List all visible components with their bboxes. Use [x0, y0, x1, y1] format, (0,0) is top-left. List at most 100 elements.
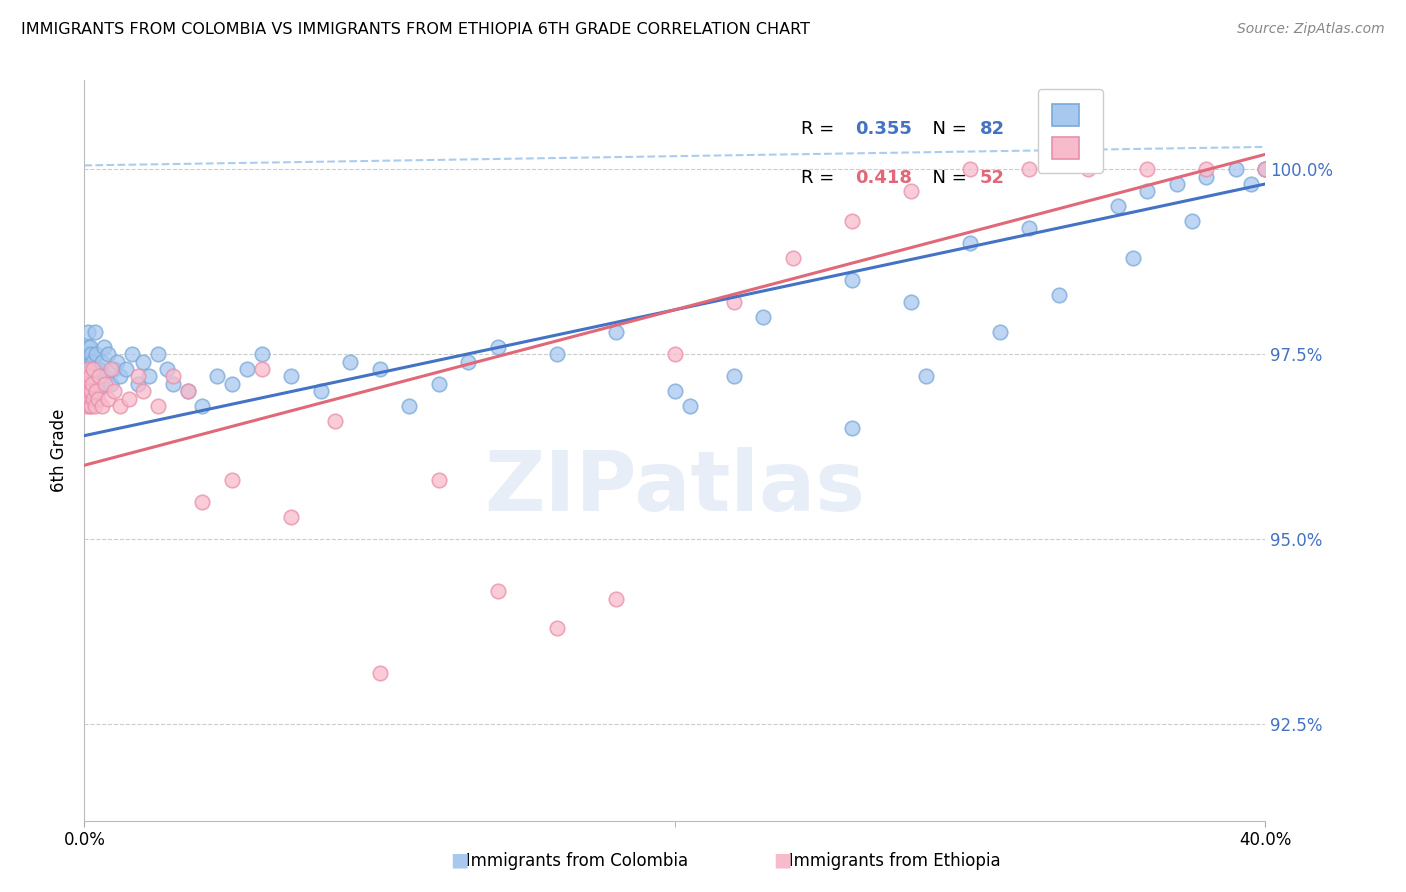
- Point: [83, 369, 105, 384]
- Point: [77, 325, 100, 339]
- Point: [75, 384, 97, 399]
- Point: [782, 251, 804, 265]
- Point: [1018, 162, 1040, 177]
- Point: [76, 399, 98, 413]
- Point: [752, 310, 775, 325]
- Point: [679, 399, 702, 413]
- Point: [103, 384, 125, 399]
- Point: [486, 584, 509, 599]
- Point: [1077, 162, 1099, 177]
- Point: [427, 376, 450, 391]
- Point: [138, 369, 160, 384]
- Point: [76, 340, 98, 354]
- Text: ZIPatlas: ZIPatlas: [485, 447, 865, 528]
- Point: [546, 347, 568, 361]
- Point: [605, 325, 627, 339]
- Point: [1195, 162, 1218, 177]
- Point: [398, 399, 420, 413]
- Point: [162, 376, 184, 391]
- Point: [80, 384, 103, 399]
- Point: [75, 362, 97, 376]
- Point: [83, 325, 105, 339]
- Point: [915, 369, 938, 384]
- Point: [100, 376, 122, 391]
- Point: [250, 362, 273, 376]
- Point: [80, 347, 103, 361]
- Point: [250, 347, 273, 361]
- Text: Immigrants from Colombia: Immigrants from Colombia: [450, 852, 688, 870]
- Point: [723, 295, 745, 310]
- Text: Source: ZipAtlas.com: Source: ZipAtlas.com: [1237, 22, 1385, 37]
- Point: [1181, 214, 1204, 228]
- Point: [191, 399, 214, 413]
- Point: [94, 376, 117, 391]
- Point: [1136, 185, 1159, 199]
- Point: [148, 399, 170, 413]
- Point: [121, 347, 143, 361]
- Text: R =: R =: [801, 120, 841, 138]
- Point: [86, 392, 108, 406]
- Text: 0.418: 0.418: [855, 169, 912, 187]
- Point: [80, 399, 103, 413]
- Point: [79, 369, 101, 384]
- Point: [1254, 162, 1277, 177]
- Point: [77, 354, 100, 368]
- Point: [76, 354, 98, 368]
- Point: [77, 392, 100, 406]
- Y-axis label: 6th Grade: 6th Grade: [51, 409, 69, 492]
- Legend: , : ,: [1038, 89, 1102, 173]
- Point: [132, 354, 155, 368]
- Point: [82, 362, 104, 376]
- Point: [368, 665, 391, 680]
- Point: [427, 473, 450, 487]
- Point: [105, 354, 128, 368]
- Point: [605, 591, 627, 606]
- Point: [368, 362, 391, 376]
- Point: [1225, 162, 1247, 177]
- Point: [900, 295, 922, 310]
- Point: [127, 369, 149, 384]
- Point: [103, 362, 125, 376]
- Point: [148, 347, 170, 361]
- Point: [221, 473, 243, 487]
- Point: [76, 347, 98, 361]
- Point: [84, 384, 107, 399]
- Text: IMMIGRANTS FROM COLOMBIA VS IMMIGRANTS FROM ETHIOPIA 6TH GRADE CORRELATION CHART: IMMIGRANTS FROM COLOMBIA VS IMMIGRANTS F…: [21, 22, 810, 37]
- Point: [77, 376, 100, 391]
- Point: [177, 384, 200, 399]
- Point: [108, 369, 131, 384]
- Point: [79, 347, 101, 361]
- Point: [80, 362, 103, 376]
- Point: [114, 362, 136, 376]
- Text: 52: 52: [980, 169, 1005, 187]
- Point: [236, 362, 259, 376]
- Point: [162, 369, 184, 384]
- Text: 82: 82: [980, 120, 1005, 138]
- Point: [486, 340, 509, 354]
- Point: [664, 384, 686, 399]
- Point: [97, 347, 120, 361]
- Point: [1254, 162, 1277, 177]
- Point: [900, 185, 922, 199]
- Point: [76, 369, 98, 384]
- Point: [100, 362, 122, 376]
- Point: [325, 414, 347, 428]
- Point: [80, 369, 103, 384]
- Point: [664, 347, 686, 361]
- Point: [1166, 177, 1188, 191]
- Point: [94, 369, 117, 384]
- Point: [77, 362, 100, 376]
- Point: [841, 214, 863, 228]
- Point: [118, 392, 141, 406]
- Point: [339, 354, 361, 368]
- Point: [91, 399, 114, 413]
- Point: [87, 369, 111, 384]
- Point: [75, 369, 97, 384]
- Point: [79, 369, 101, 384]
- Point: [76, 376, 98, 391]
- Point: [988, 325, 1011, 339]
- Point: [191, 495, 214, 509]
- Point: [91, 354, 114, 368]
- Text: ■: ■: [773, 851, 792, 870]
- Text: Immigrants from Ethiopia: Immigrants from Ethiopia: [773, 852, 1001, 870]
